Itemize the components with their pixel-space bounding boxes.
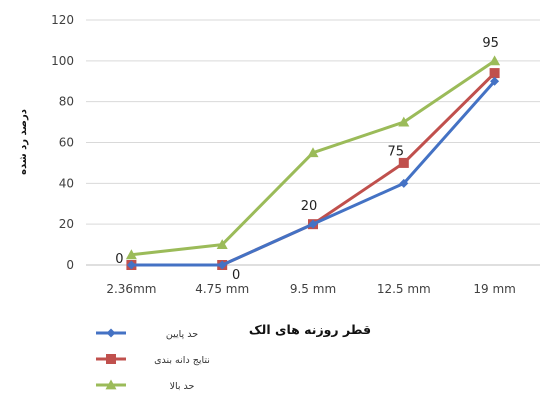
triangle-marker (307, 147, 319, 158)
x-tick-label: 4.75 mm (195, 282, 249, 296)
y-tick-label: 100 (51, 54, 74, 68)
legend-label: حد پایین (166, 329, 198, 340)
x-tick-label: 2.36mm (106, 282, 156, 296)
x-tick-label: 12.5 mm (377, 282, 431, 296)
legend-item: حد بالا (96, 379, 195, 392)
series-1 (126, 68, 500, 270)
x-tick-label: 19 mm (473, 282, 515, 296)
triangle-marker (125, 249, 137, 260)
data-label: 0 (115, 252, 123, 267)
legend-item: نتایج دانه بندی (96, 354, 210, 366)
y-tick-label: 40 (59, 176, 74, 190)
series-2 (125, 55, 501, 260)
y-tick-label: 80 (59, 95, 74, 109)
data-label: 75 (388, 144, 405, 159)
square-marker (489, 68, 500, 79)
triangle-marker (105, 379, 117, 390)
y-tick-label: 120 (51, 13, 74, 27)
y-axis-title: درصد رد شده (18, 109, 29, 175)
diamond-marker (106, 328, 116, 338)
data-label: 20 (301, 199, 318, 214)
y-tick-label: 60 (59, 136, 74, 150)
series-0 (126, 76, 500, 270)
diamond-marker (490, 76, 500, 86)
data-label: 95 (482, 36, 499, 51)
diamond-marker (308, 219, 318, 229)
data-label: 0 (232, 268, 240, 283)
legend-item: حد پایین (96, 328, 198, 340)
diamond-marker (217, 260, 227, 270)
triangle-marker (216, 239, 228, 249)
square-marker (106, 354, 116, 364)
y-tick-label: 0 (66, 258, 74, 272)
diamond-marker (126, 260, 136, 270)
y-tick-label: 20 (59, 217, 74, 231)
series-line (131, 80, 496, 267)
triangle-marker (489, 55, 501, 66)
diamond-marker (399, 178, 409, 188)
legend-label: حد بالا (170, 381, 195, 392)
legend-label: نتایج دانه بندی (154, 355, 210, 366)
x-axis-title: قطر روزنه های الک (249, 322, 371, 337)
triangle-marker (398, 116, 410, 127)
square-marker (398, 157, 409, 168)
x-tick-label: 9.5 mm (290, 282, 336, 296)
